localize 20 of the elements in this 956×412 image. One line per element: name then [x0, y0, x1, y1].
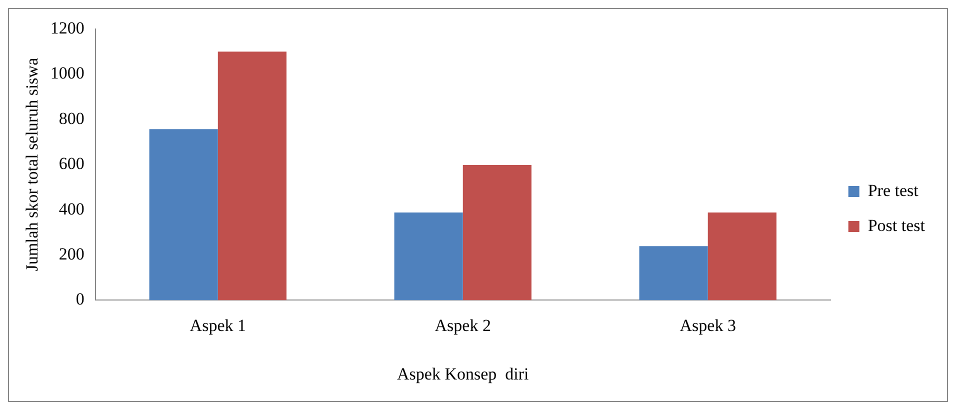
bar — [218, 52, 286, 300]
bar — [639, 246, 708, 300]
x-tick-label: Aspek 3 — [680, 316, 736, 335]
y-tick-label: 600 — [58, 154, 84, 174]
bar — [708, 212, 776, 300]
y-axis-title: Jumlah skor total seluruh siswa — [22, 57, 42, 272]
y-tick-label: 800 — [58, 108, 84, 128]
bar — [462, 165, 532, 300]
x-tick-label: Aspek 2 — [434, 316, 491, 335]
bar — [394, 212, 463, 300]
legend-label: Pre test — [868, 180, 919, 200]
x-tick-label: Aspek 1 — [190, 316, 246, 335]
legend-label: Post test — [868, 216, 926, 235]
y-tick-label: 0 — [76, 290, 84, 309]
y-tick-label: 400 — [58, 199, 84, 218]
y-tick-label: 200 — [58, 244, 84, 264]
y-tick-label: 1200 — [50, 18, 84, 38]
bar — [149, 129, 218, 300]
y-tick-label: 1000 — [50, 64, 84, 83]
x-axis-title: Aspek Konsep diri — [397, 364, 530, 384]
